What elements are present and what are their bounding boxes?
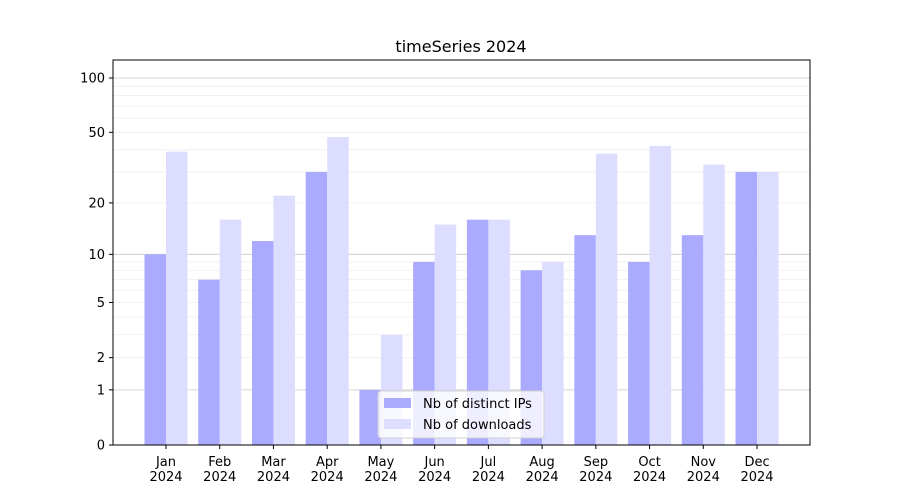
x-tick-label: May 2024 [364, 455, 397, 485]
bar-ips-3 [305, 171, 328, 445]
bar-ips-0 [144, 254, 166, 445]
bar-ips-10 [681, 235, 704, 445]
bar-ips-9 [628, 261, 650, 445]
y-tick-label: 0 [97, 439, 105, 454]
y-tick-label: 10 [88, 248, 105, 263]
bar-ips-4 [359, 389, 381, 445]
y-tick-label: 100 [80, 72, 105, 87]
bar-downloads-8 [595, 153, 618, 445]
chart-title: timeSeries 2024 [395, 37, 526, 56]
bar-downloads-5 [434, 224, 457, 445]
x-tick-label: Jan 2024 [149, 455, 182, 485]
y-tick-label: 5 [97, 296, 105, 311]
bar-downloads-10 [703, 164, 725, 445]
bar-ips-1 [198, 279, 220, 445]
x-tick-label: Jul 2024 [472, 455, 505, 485]
bar-downloads-7 [542, 261, 564, 445]
x-tick-label: Nov 2024 [687, 455, 720, 485]
x-tick-label: Jun 2024 [418, 455, 451, 485]
y-tick-label: 2 [97, 351, 105, 366]
legend-swatch [384, 419, 411, 429]
x-tick-label: Mar 2024 [257, 455, 290, 485]
plot-frame [112, 59, 811, 446]
bar-ips-8 [574, 235, 596, 445]
y-tick-label: 1 [97, 383, 105, 398]
bar-ips-2 [251, 241, 274, 445]
bar-downloads-1 [219, 219, 242, 445]
x-tick-label: Aug 2024 [526, 455, 559, 485]
x-tick-label: Apr 2024 [311, 455, 344, 485]
bar-ips-11 [735, 171, 758, 445]
bar-downloads-11 [757, 171, 779, 445]
y-tick-label: 20 [88, 196, 105, 211]
bar-downloads-0 [166, 151, 188, 445]
y-tick-label: 50 [88, 126, 105, 141]
legend-label: Nb of distinct IPs [423, 397, 532, 412]
bar-downloads-3 [327, 137, 349, 445]
legend [377, 390, 545, 439]
x-tick-label: Oct 2024 [633, 455, 666, 485]
legend-label: Nb of downloads [423, 418, 532, 433]
legend-swatch [384, 398, 411, 408]
bar-downloads-9 [649, 145, 672, 445]
x-tick-label: Sep 2024 [579, 455, 612, 485]
x-tick-label: Dec 2024 [740, 455, 773, 485]
bar-downloads-6 [488, 219, 510, 445]
bar-downloads-2 [273, 195, 295, 445]
bar-ips-6 [466, 219, 489, 445]
x-tick-label: Feb 2024 [203, 455, 236, 485]
